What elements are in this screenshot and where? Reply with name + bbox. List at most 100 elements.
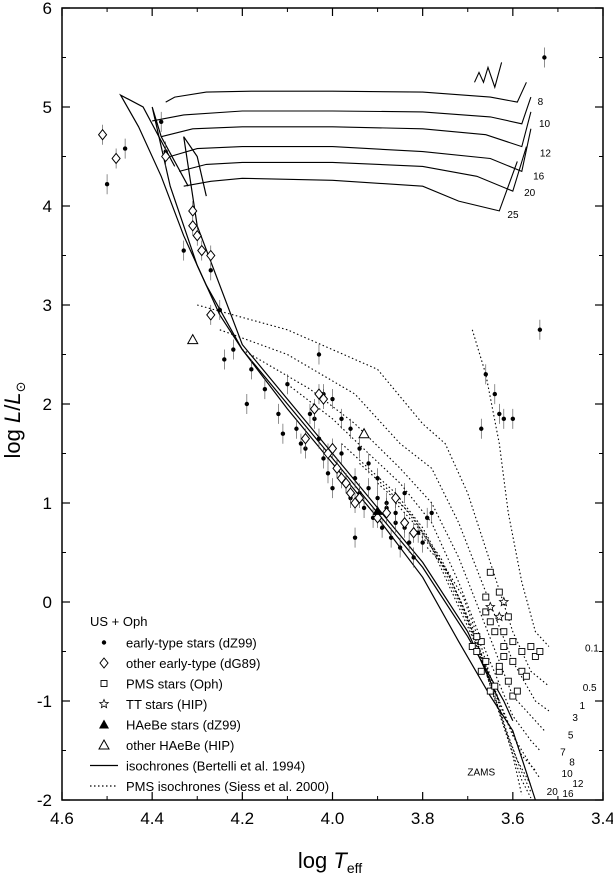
square-point [513, 687, 521, 695]
square-point [482, 608, 490, 616]
diamond-point [332, 462, 342, 475]
pms-isochrone-line [413, 527, 532, 799]
dot-point [361, 505, 367, 511]
legend-entry-label: PMS stars (Oph) [126, 677, 223, 692]
square-point [482, 593, 490, 601]
isochrone-age-label: 10 [539, 119, 551, 130]
diamond-point [372, 512, 383, 524]
star-point [485, 601, 496, 612]
diamond-point [300, 432, 311, 445]
legend-dot-marker [101, 640, 107, 645]
diamond-point [161, 150, 171, 163]
square-point [477, 667, 485, 675]
x-axis-title-sub: eff [347, 860, 362, 876]
y-axis-title-slash: / [0, 404, 25, 411]
dot-point [330, 396, 335, 402]
square-point [468, 643, 476, 650]
square-point [491, 682, 499, 690]
legend-entry-label: TT stars (HIP) [126, 697, 207, 712]
y-axis-title-main: log [0, 423, 25, 458]
bertelli-isochrone-line [170, 128, 532, 173]
dot-point [388, 535, 394, 540]
dot-point [276, 411, 281, 417]
dot-point [501, 416, 507, 422]
diamond-point [309, 403, 320, 415]
bertelli-main-sequence-line [183, 136, 500, 702]
square-point [486, 618, 494, 626]
diamond-point [399, 516, 410, 529]
x-axis-title: log Teff [298, 848, 362, 876]
square-point [527, 643, 535, 650]
legend-diamond-marker [99, 657, 109, 669]
square-point [477, 638, 485, 646]
x-tick-label: 4.6 [50, 809, 74, 828]
legend-entry-label: other HAeBe (HIP) [126, 738, 234, 753]
x-tick-label: 4.2 [231, 809, 255, 828]
legend-title: US + Oph [90, 614, 147, 629]
square-point [504, 677, 512, 685]
diamond-point [206, 249, 216, 262]
isochrone-age-label: 8 [538, 97, 544, 108]
bertelli-isochrone-line [165, 82, 527, 103]
bertelli-isochrone-line [152, 96, 532, 125]
pms-isochrone-age-label: 0.1 [585, 644, 599, 655]
legend-square-marker [100, 680, 108, 687]
dot-point [352, 476, 358, 481]
square-point [509, 692, 517, 700]
isochrone-age-label: 16 [533, 171, 545, 182]
legend: US + Oph early-type stars (dZ99) other ear… [90, 614, 329, 794]
dot-point [424, 515, 430, 521]
dot-point [510, 416, 516, 422]
square-point [495, 588, 503, 596]
pms-isochrone-age-label: 12 [572, 779, 584, 790]
pms-isochrone-line [377, 482, 532, 786]
diamond-point [188, 219, 198, 232]
diamond-point [197, 244, 207, 257]
diamond-point [390, 492, 401, 504]
dot-point [158, 119, 164, 125]
y-tick-label: 2 [43, 395, 52, 414]
y-tick-label: 1 [43, 494, 52, 513]
x-axis-title-var: T [333, 848, 348, 873]
square-point [491, 628, 499, 636]
legend-entry-label: HAeBe stars (dZ99) [126, 718, 241, 733]
x-tick-label: 3.4 [591, 809, 613, 828]
dot-point [366, 461, 371, 466]
square-point [473, 648, 481, 655]
dot-point [339, 416, 344, 422]
open-triangle-point [358, 427, 370, 439]
bertelli-main-sequence-line [151, 106, 514, 722]
diamond-point [381, 507, 392, 519]
dot-point [104, 182, 110, 187]
dot-point [393, 510, 398, 516]
bertelli-isochrone-stub [473, 62, 503, 90]
bertelli-isochrone-line [161, 111, 532, 148]
diamond-point [327, 442, 338, 455]
x-tick-label: 3.8 [411, 809, 435, 828]
diamond-point [409, 526, 419, 539]
dot-point [280, 431, 286, 436]
x-tick-label: 3.6 [501, 809, 525, 828]
diamond-point [206, 309, 216, 321]
x-tick-label: 4.0 [321, 809, 345, 828]
legend-entry-label: PMS isochrones (Siess et al. 2000) [126, 779, 329, 794]
dot-point [375, 495, 380, 501]
diamond-point [318, 393, 329, 405]
isochrone-age-label: 20 [524, 188, 536, 199]
dot-point [181, 248, 186, 253]
legend-open-triangle-marker [98, 738, 110, 750]
square-point [500, 643, 508, 650]
pms-isochrone-age-label: 10 [562, 769, 574, 780]
diamond-point [192, 229, 202, 242]
dot-point [542, 55, 547, 60]
y-tick-label: 0 [43, 593, 52, 612]
pms-isochrone-age-label: 1 [580, 701, 586, 712]
legend-entry-label: other early-type (dG89) [126, 656, 260, 671]
dot-point [294, 426, 299, 431]
pms-isochrone-line [287, 383, 541, 751]
pms-isochrone-age-label: 20 [547, 787, 559, 798]
dot-point [231, 347, 236, 352]
square-point [495, 662, 503, 670]
